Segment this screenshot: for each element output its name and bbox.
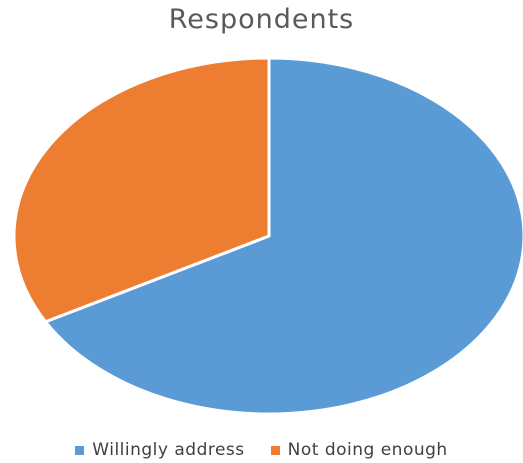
legend-item-willingly-address: Willingly address bbox=[75, 440, 244, 460]
legend-item-not-doing-enough: Not doing enough bbox=[270, 440, 448, 460]
legend-label-not-doing-enough: Not doing enough bbox=[287, 440, 448, 460]
legend-label-willingly-address: Willingly address bbox=[92, 440, 245, 460]
legend-swatch-willingly-address bbox=[75, 445, 85, 455]
legend-swatch-not-doing-enough bbox=[270, 445, 280, 455]
legend: Willingly address Not doing enough bbox=[0, 440, 523, 460]
slice-not-doing-enough bbox=[12, 56, 271, 324]
chart-title: Respondents bbox=[168, 4, 355, 35]
slice-willingly-address bbox=[44, 56, 523, 416]
